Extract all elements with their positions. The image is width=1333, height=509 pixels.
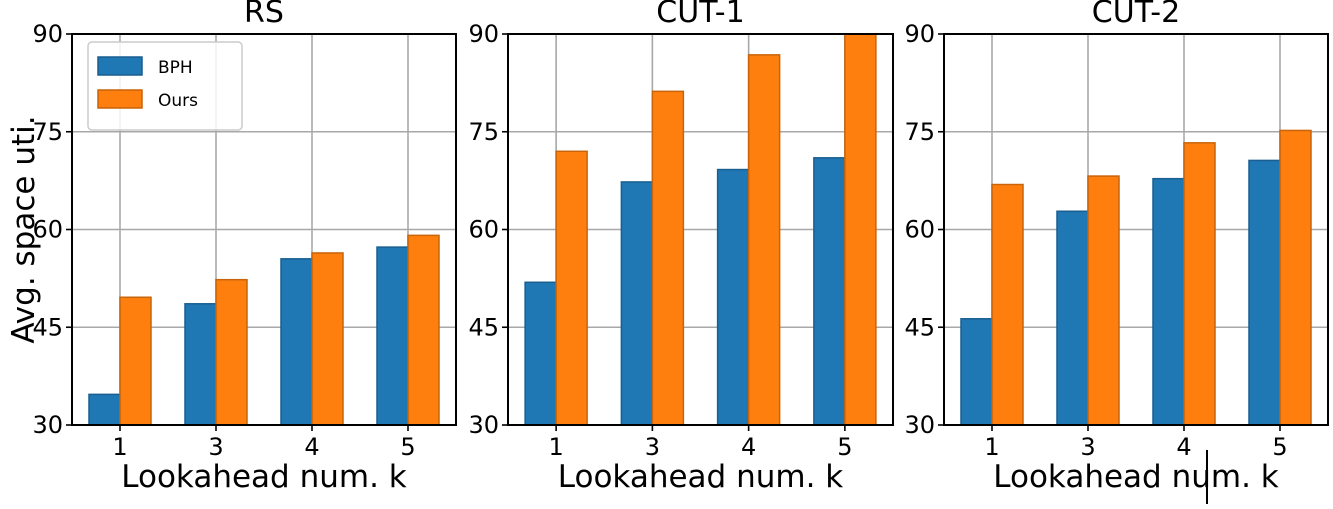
bars	[960, 129, 1312, 426]
bar-ours-k3	[215, 278, 248, 426]
panel-title: CUT-2	[1092, 0, 1180, 30]
panel-title: RS	[244, 0, 284, 30]
x-tick-label: 1	[112, 433, 127, 461]
y-tick-label: 30	[32, 411, 63, 439]
y-tick-label: 45	[468, 313, 499, 341]
y-tick-label: 60	[32, 216, 63, 244]
x-tick-label: 4	[1176, 433, 1191, 461]
y-tick-label: 60	[904, 216, 935, 244]
y-tick-label: 75	[32, 118, 63, 146]
bar-bph-k1	[524, 281, 557, 426]
bar-ours-k5	[407, 234, 440, 426]
bar-ours-k4	[311, 252, 344, 426]
x-tick-label: 1	[548, 433, 563, 461]
bars	[524, 33, 877, 426]
legend: BPH Ours	[87, 41, 243, 131]
x-tick-label: 4	[741, 433, 756, 461]
bar-bph-k3	[184, 303, 217, 426]
y-tick-label: 90	[468, 20, 499, 48]
x-tick-label: 5	[1272, 433, 1287, 461]
bar-bph-k4	[280, 258, 313, 426]
y-tick-label: 75	[904, 118, 935, 146]
y-tick-label: 45	[32, 313, 63, 341]
bar-bph-k4	[716, 168, 750, 426]
bar-ours-k1	[119, 296, 152, 426]
x-tick-label: 3	[1080, 433, 1095, 461]
bar-ours-k1	[555, 150, 588, 426]
panel-title: CUT-1	[656, 0, 744, 30]
x-tick-label: 4	[304, 433, 319, 461]
x-axis-label: Lookahead num. k	[993, 459, 1279, 495]
bar-ours-k4	[1183, 142, 1216, 426]
x-axis-label: Lookahead num. k	[121, 459, 407, 495]
legend-label-ours: Ours	[158, 91, 198, 111]
bars	[88, 234, 440, 426]
x-tick-label: 5	[400, 433, 415, 461]
y-axis-label: Avg. space uti.	[6, 115, 42, 343]
bar-ours-k5	[844, 33, 877, 426]
y-tick-label: 90	[904, 20, 935, 48]
bar-ours-k3	[1087, 175, 1120, 426]
bar-ours-k5	[1279, 129, 1312, 426]
legend-label-bph: BPH	[158, 58, 193, 78]
bar-bph-k3	[620, 181, 654, 426]
x-axis-label: Lookahead num. k	[558, 459, 844, 495]
x-tick-label: 5	[837, 433, 852, 461]
bar-ours-k1	[991, 183, 1024, 426]
y-tick-label: 75	[468, 118, 499, 146]
bar-bph-k5	[376, 246, 409, 426]
bar-bph-k1	[960, 318, 993, 426]
y-tick-label: 45	[904, 313, 935, 341]
legend-swatch-bph	[97, 56, 143, 76]
bar-bph-k1	[88, 393, 121, 426]
x-tick-label: 3	[208, 433, 223, 461]
y-tick-label: 30	[468, 411, 499, 439]
y-tick-label: 60	[468, 216, 499, 244]
bar-ours-k4	[747, 54, 781, 426]
legend-box	[87, 41, 243, 131]
legend-swatch-ours	[97, 89, 143, 109]
x-tick-label: 3	[645, 433, 660, 461]
bar-bph-k4	[1152, 177, 1185, 426]
bar-bph-k5	[813, 157, 846, 426]
y-tick-label: 90	[32, 20, 63, 48]
bar-bph-k3	[1056, 210, 1089, 426]
x-tick-label: 1	[984, 433, 999, 461]
y-tick-label: 30	[904, 411, 935, 439]
bar-ours-k3	[651, 90, 685, 426]
bar-bph-k5	[1248, 159, 1281, 426]
